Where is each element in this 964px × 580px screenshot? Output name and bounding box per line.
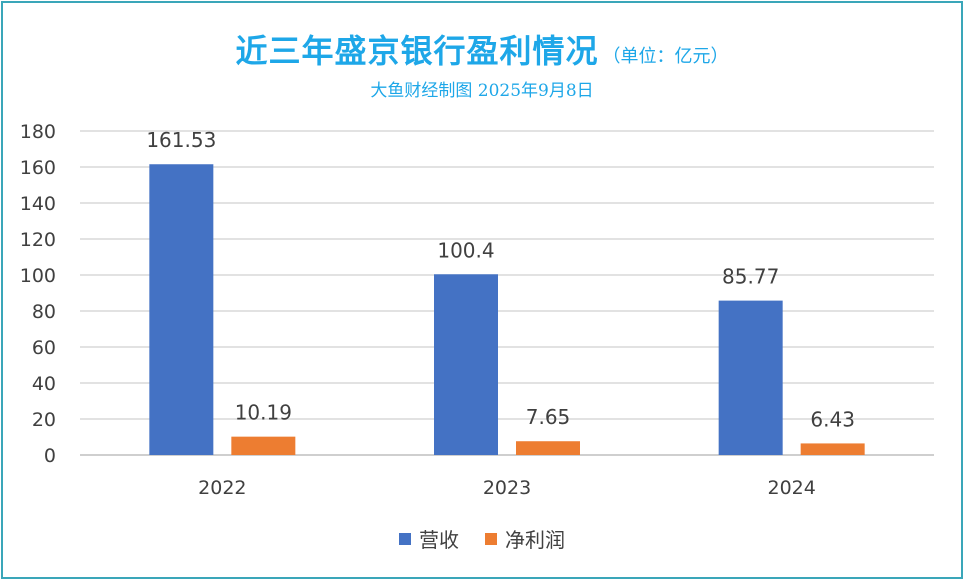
chart-title-unit: （单位：亿元）: [602, 46, 729, 67]
data-label-revenue-2022: 161.53: [146, 128, 216, 152]
chart-title: 近三年盛京银行盈利情况: [235, 32, 599, 70]
bar-revenue-2023: [434, 274, 498, 455]
legend-item-revenue: 营收: [399, 524, 459, 553]
data-label-revenue-2023: 100.4: [437, 238, 494, 262]
bar-net-profit-2023: [516, 441, 580, 455]
x-tick-label-2023: 2023: [483, 477, 531, 499]
x-tick-label-2022: 2022: [198, 477, 246, 499]
y-tick-label-20: 20: [32, 409, 56, 431]
chart-title-block: 近三年盛京银行盈利情况 （单位：亿元）: [0, 26, 964, 72]
bar-revenue-2022: [149, 164, 214, 455]
y-tick-label-160: 160: [20, 157, 56, 179]
legend-swatch-revenue: [399, 532, 411, 545]
x-tick-label-2024: 2024: [767, 477, 815, 499]
y-tick-label-180: 180: [20, 121, 56, 143]
legend-label-revenue: 营收: [419, 528, 459, 552]
bar-revenue-2024: [718, 300, 783, 455]
legend-label-net-profit: 净利润: [505, 528, 565, 552]
data-label-revenue-2024: 85.77: [722, 265, 779, 289]
chart-subtitle: 大鱼财经制图 2025年9月8日: [370, 81, 594, 101]
y-tick-label-100: 100: [20, 265, 56, 287]
y-tick-label-140: 140: [20, 193, 56, 215]
data-label-net-profit-2023: 7.65: [526, 405, 571, 429]
y-tick-label-40: 40: [32, 373, 56, 395]
y-tick-label-80: 80: [32, 301, 56, 323]
y-tick-label-120: 120: [20, 229, 56, 251]
y-tick-label-60: 60: [32, 337, 56, 359]
legend-swatch-net-profit: [485, 532, 497, 545]
legend: 营收 净利润: [0, 524, 964, 553]
data-label-net-profit-2022: 10.19: [235, 401, 292, 425]
data-label-net-profit-2024: 6.43: [810, 407, 855, 431]
bar-net-profit-2024: [800, 443, 865, 455]
legend-item-net-profit: 净利润: [485, 524, 565, 553]
bar-net-profit-2022: [231, 436, 296, 455]
y-tick-label-0: 0: [44, 445, 56, 467]
